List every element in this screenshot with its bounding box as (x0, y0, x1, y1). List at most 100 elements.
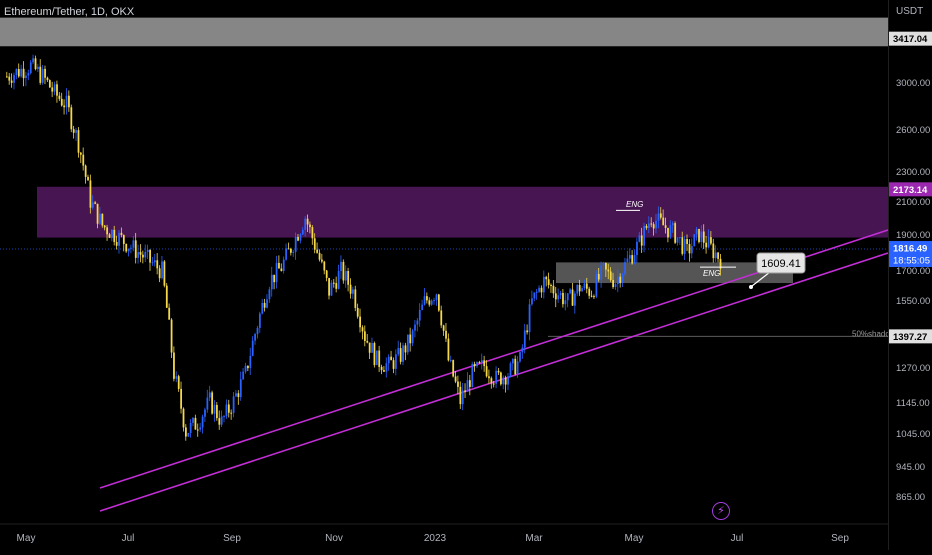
candle-body (258, 313, 261, 328)
candle-body (426, 296, 428, 301)
candle-body (519, 352, 521, 362)
candle-body (559, 293, 562, 296)
candle-body (581, 288, 583, 292)
callout-dot (749, 285, 753, 289)
candle-body (719, 258, 722, 269)
candle-body (53, 84, 56, 92)
candle-body (526, 330, 529, 333)
candle-body (557, 295, 560, 300)
candle-body (65, 95, 68, 108)
candle-body (466, 380, 469, 392)
candle-body (211, 392, 214, 414)
price-badge (889, 182, 932, 197)
candle-body (710, 237, 712, 244)
candle-body (323, 261, 326, 271)
y-tick-label: 3000.00 (896, 78, 930, 89)
candle-body (483, 360, 486, 367)
candle-body (585, 283, 588, 289)
candle-body (10, 80, 13, 83)
y-tick-label: 945.00 (896, 462, 925, 473)
candle-body (122, 235, 125, 244)
candle-body (571, 289, 574, 306)
candle-body (175, 376, 178, 379)
candle-body (648, 223, 650, 228)
candle-body (290, 248, 292, 253)
x-tick-label: 2023 (424, 533, 447, 544)
candle-body (227, 404, 230, 413)
candle-body (640, 235, 643, 246)
candle-body (309, 224, 311, 228)
candle-body (552, 285, 555, 294)
candle-body (583, 283, 586, 289)
candle-body (392, 360, 395, 369)
candle-body (218, 418, 221, 425)
candle-body (189, 422, 192, 433)
candle-body (132, 240, 135, 248)
candle-body (115, 241, 118, 246)
candle-body (523, 330, 526, 348)
candle-body (445, 330, 447, 339)
candle-body (153, 260, 156, 263)
candle-body (607, 269, 610, 272)
candle-body (268, 289, 271, 300)
lightning-icon[interactable]: ⚡ (712, 502, 730, 520)
candle-body (495, 370, 498, 384)
candle-body (521, 347, 524, 353)
candle-body (304, 218, 307, 230)
candle-body (409, 334, 412, 344)
candle-body (297, 236, 299, 241)
candle-body (192, 417, 194, 423)
candle-body (177, 376, 180, 389)
candle-body (294, 236, 297, 252)
candle-body (340, 261, 342, 272)
candle-body (545, 276, 548, 280)
candle-body (330, 282, 333, 296)
candle-body (664, 225, 667, 228)
candle-body (342, 261, 345, 281)
candle-body (249, 355, 252, 369)
candle-body (63, 105, 66, 108)
candle-body (364, 331, 366, 341)
candle-body (616, 276, 619, 285)
candle-body (490, 378, 493, 384)
candle-body (535, 291, 538, 293)
candle-body (149, 249, 151, 263)
candle-body (32, 58, 35, 63)
candle-body (48, 80, 51, 88)
candle-body (292, 251, 295, 253)
candle-body (576, 284, 579, 294)
callout-box[interactable] (756, 252, 806, 274)
candle-body (125, 243, 128, 252)
candle-body (158, 268, 161, 279)
x-tick-label: Sep (831, 533, 849, 544)
candle-body (201, 416, 204, 428)
candle-body (247, 365, 249, 369)
candle-body (593, 296, 595, 298)
candle-body (449, 360, 452, 362)
candle-body (142, 254, 144, 258)
candle-body (101, 213, 104, 226)
candle-body (285, 248, 288, 260)
candle-body (669, 225, 672, 238)
x-tick-label: Mar (525, 533, 543, 544)
candle-body (430, 300, 433, 305)
candle-body (68, 95, 70, 108)
candle-body (20, 68, 23, 77)
candle-body (299, 234, 302, 241)
candle-body (440, 310, 443, 326)
candle-body (77, 130, 80, 153)
candle-body (354, 289, 357, 308)
candle-body (395, 354, 397, 369)
candle-body (151, 262, 154, 264)
candle-body (256, 327, 259, 335)
candle-body (614, 284, 617, 288)
candle-body (60, 98, 63, 106)
candle-body (643, 225, 646, 246)
price-badge-label: 1816.49 (893, 244, 927, 255)
zone-0 (0, 17, 888, 47)
candle-body (566, 293, 569, 301)
y-tick-label: 1550.00 (896, 296, 930, 307)
candle-body (287, 248, 290, 250)
candle-body (356, 307, 359, 317)
candle-body (156, 260, 159, 269)
